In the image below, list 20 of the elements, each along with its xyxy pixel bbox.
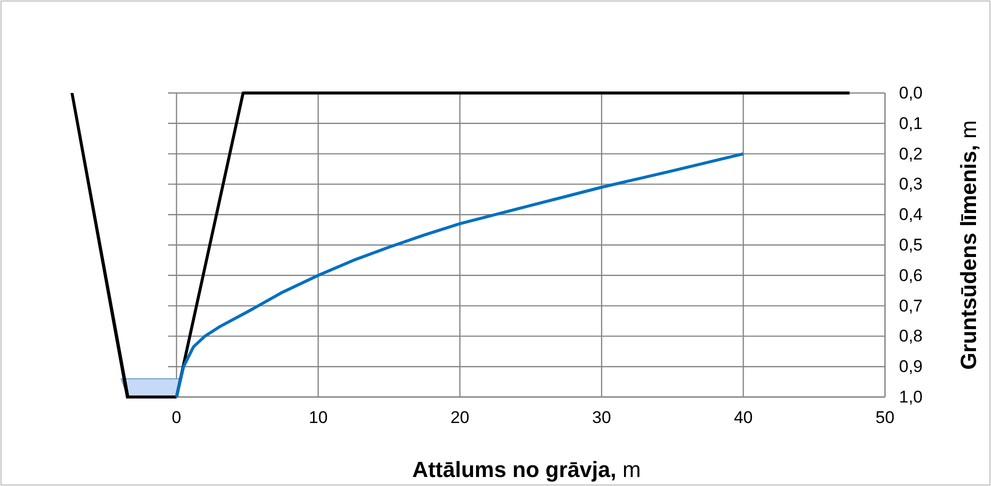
x-tick-label: 20 (450, 408, 470, 428)
y-tick-label: 0,5 (899, 235, 923, 254)
y-tick-label: 0,8 (899, 326, 923, 346)
y-tick-label: 0,2 (899, 144, 923, 164)
y-tick-label: 0,3 (899, 174, 923, 194)
line-series (175, 152, 745, 398)
y-tick-label: 0,7 (899, 296, 923, 316)
y-tick-label: 0,6 (899, 266, 923, 285)
x-tick-label: 30 (592, 408, 612, 428)
y-tick-label: 0,9 (899, 357, 923, 376)
y-tick-label: 1,0 (899, 387, 923, 406)
x-tick-label: 10 (308, 408, 328, 428)
y-tick-label: 0,0 (899, 83, 923, 102)
x-tick-label: 50 (876, 408, 894, 428)
x-tick-label: 40 (734, 408, 753, 428)
y-tick-label: 0,4 (899, 205, 923, 224)
y-tick-label: 0,1 (899, 114, 923, 133)
y-axis-title: Gruntsūdens līmenis, m (956, 120, 981, 370)
x-axis-title: Attālums no grāvja, m (412, 457, 641, 482)
x-tick-label: 0 (172, 408, 182, 428)
